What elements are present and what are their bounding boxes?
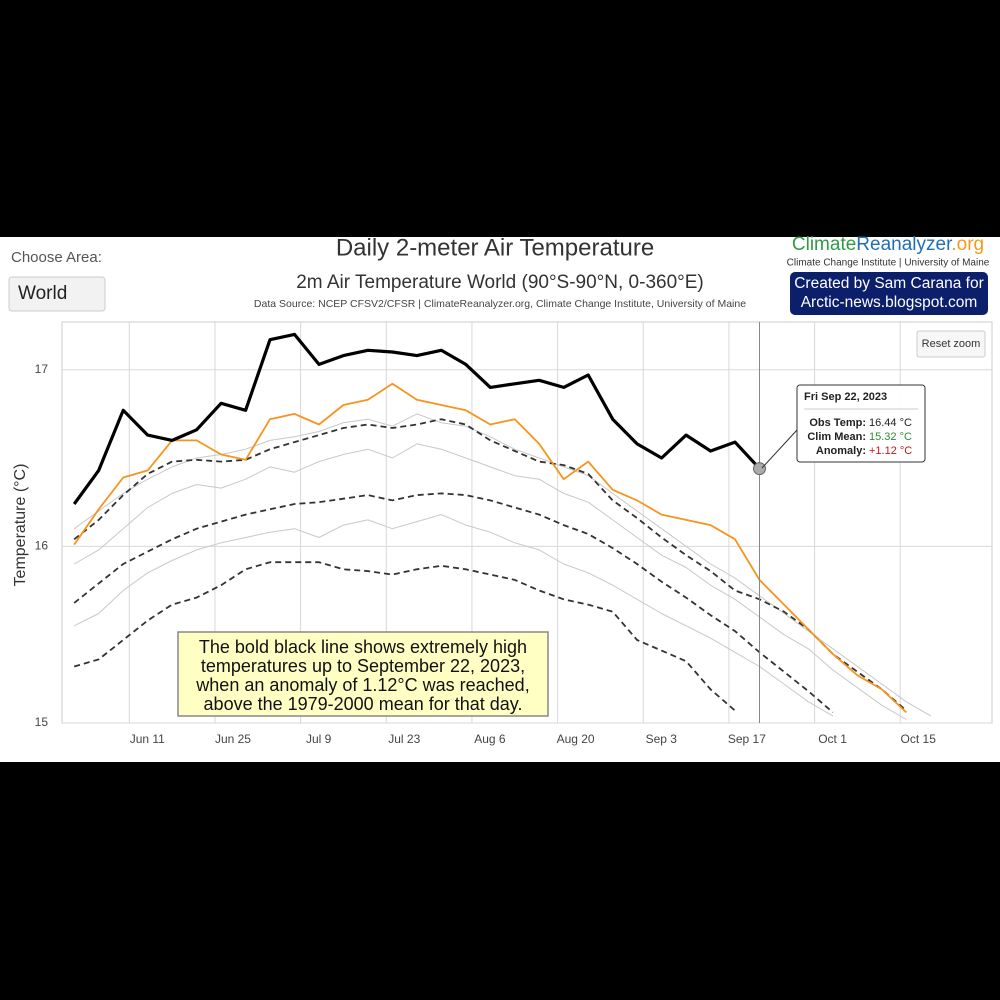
y-axis-title: Temperature (°C) (12, 464, 29, 587)
series-line (73, 492, 834, 714)
tooltip-value: 15.32 °C (869, 431, 912, 443)
logo-part: .org (951, 234, 984, 255)
y-tick-label: 15 (35, 715, 49, 729)
tooltip (796, 384, 926, 463)
area-select[interactable] (8, 276, 106, 312)
x-tick-label: Aug 20 (557, 732, 595, 746)
annotation-line: temperatures up to September 22, 2023, (201, 656, 525, 676)
x-tick-label: Oct 15 (901, 732, 937, 746)
area-label: Choose Area: (11, 249, 102, 266)
series-line (72, 332, 761, 505)
x-tick-label: Jul 9 (306, 732, 332, 746)
logo-part: Climate (792, 234, 856, 255)
x-tick-label: Jun 25 (215, 732, 251, 746)
series-line (73, 514, 834, 717)
hover-marker (753, 462, 766, 476)
credit-box (790, 272, 988, 315)
annotation-box (177, 631, 549, 717)
logo[interactable]: ClimateReanalyzer.org (792, 234, 984, 255)
x-tick-label: Sep 17 (728, 732, 766, 746)
annotation-line: above the 1979-2000 mean for that day. (204, 694, 523, 714)
tooltip-value: +1.12 °C (869, 445, 912, 457)
y-tick-label: 16 (35, 539, 49, 553)
tooltip-title: Fri Sep 22, 2023 (804, 391, 887, 403)
chart-subtitle: 2m Air Temperature World (90°S-90°N, 0-3… (296, 272, 704, 293)
x-tick-label: Aug 6 (474, 732, 506, 746)
chart-source: Data Source: NCEP CFSV2/CFSR | ClimateRe… (254, 298, 746, 310)
reset-zoom-button[interactable] (916, 330, 986, 358)
series-line (73, 418, 907, 712)
x-tick-label: Jul 23 (388, 732, 420, 746)
series-line (73, 382, 907, 714)
y-tick-label: 17 (35, 362, 49, 376)
series-line (73, 443, 907, 720)
credit-line: Created by Sam Carana for (794, 275, 984, 292)
series-line (73, 561, 736, 712)
annotation-line: The bold black line shows extremely high (199, 637, 527, 657)
reset-zoom-label[interactable]: Reset zoom (922, 338, 981, 350)
tooltip-label: Anomaly: (816, 445, 866, 457)
annotation-line: when an anomaly of 1.12°C was reached, (195, 675, 529, 695)
tooltip-label: Obs Temp: (809, 417, 866, 429)
tooltip-value: 16.44 °C (869, 417, 912, 429)
logo-subtitle: Climate Change Institute | University of… (787, 258, 990, 269)
tooltip-label: Clim Mean: (807, 431, 866, 443)
x-tick-label: Sep 3 (646, 732, 678, 746)
credit-line: Arctic-news.blogspot.com (801, 294, 978, 311)
logo-part: Reanalyzer (856, 234, 953, 255)
tooltip-pointer (761, 429, 798, 469)
chart-title: Daily 2-meter Air Temperature (336, 234, 654, 261)
series-line (73, 413, 932, 717)
area-select-value[interactable]: World (18, 283, 67, 304)
x-tick-label: Oct 1 (818, 732, 847, 746)
x-tick-label: Jun 11 (130, 732, 165, 746)
